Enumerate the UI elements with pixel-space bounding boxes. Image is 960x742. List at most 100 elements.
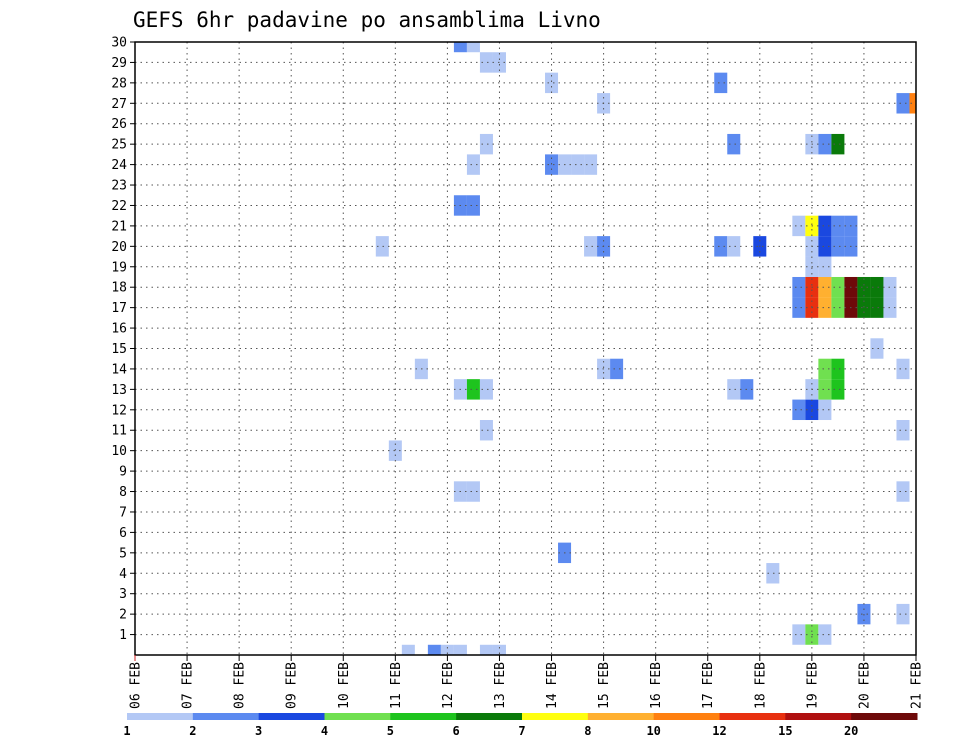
colorbar-segment <box>192 713 260 720</box>
y-tick-label: 26 <box>111 117 127 132</box>
precip-cell <box>479 379 493 400</box>
precip-cell <box>766 563 780 584</box>
precip-cell <box>831 379 845 400</box>
precip-cell <box>388 440 402 461</box>
precip-cell <box>818 297 832 318</box>
precip-cell <box>831 358 845 380</box>
precip-cell <box>792 215 806 237</box>
colorbar-label: 8 <box>584 724 591 738</box>
precip-cell <box>792 276 806 298</box>
colorbar: 1 2 3 4 5 6 7 8 10 12 15 20 <box>123 713 918 738</box>
colorbar-segment <box>785 713 852 720</box>
colorbar-segment <box>719 713 786 720</box>
y-tick-label: 22 <box>111 199 127 214</box>
precip-cell <box>479 420 493 441</box>
y-tick-label: 16 <box>111 322 127 337</box>
precip-cell <box>571 154 585 175</box>
x-tick-label: 06 FEB <box>129 662 144 709</box>
x-tick-label: 10 FEB <box>337 662 352 709</box>
y-tick-label: 10 <box>111 444 127 459</box>
precip-cell <box>427 644 441 655</box>
precip-cell <box>401 644 415 655</box>
x-tick-label: 14 FEB <box>545 662 560 709</box>
colorbar-label: 12 <box>712 724 726 738</box>
y-tick-label: 6 <box>119 526 127 541</box>
y-tick-label: 4 <box>119 567 127 582</box>
precip-cell <box>466 42 480 53</box>
chart-title: GEFS 6hr padavine po ansamblima Livno <box>133 8 601 32</box>
y-tick-label: 18 <box>111 281 127 296</box>
precip-cell <box>584 154 598 175</box>
precip-cell <box>727 379 741 400</box>
precip-cell <box>870 338 884 359</box>
x-tick-label: 16 FEB <box>649 662 664 709</box>
y-tick-label: 3 <box>119 587 127 602</box>
y-tick-label: 19 <box>111 260 127 275</box>
colorbar-label: 20 <box>844 724 858 738</box>
precip-cell <box>831 297 845 318</box>
precip-cell <box>818 379 832 400</box>
precip-cell <box>792 399 806 421</box>
precip-cell <box>440 644 454 655</box>
x-tick-label: 11 FEB <box>389 662 404 709</box>
x-tick-label: 08 FEB <box>233 662 248 709</box>
precip-cell <box>896 603 910 625</box>
y-tick-label: 25 <box>111 138 127 153</box>
colorbar-label: 4 <box>321 724 328 738</box>
colorbar-label: 5 <box>387 724 394 738</box>
precip-cell <box>870 276 884 298</box>
y-tick-label: 7 <box>119 505 127 520</box>
precip-cell <box>727 236 741 257</box>
colorbar-segment <box>390 713 457 720</box>
precip-cell <box>870 297 884 318</box>
x-tick-label: 12 FEB <box>441 662 456 709</box>
precip-cell <box>466 379 480 400</box>
x-tick-label: 21 FEB <box>910 662 925 709</box>
precip-cell <box>453 644 467 655</box>
colorbar-segment <box>258 713 325 720</box>
precip-cell <box>831 133 845 155</box>
colorbar-label: 1 <box>123 724 130 738</box>
colorbar-segment <box>587 713 655 720</box>
precip-cell <box>896 481 910 502</box>
x-tick-label: 17 FEB <box>701 662 716 709</box>
precip-cell <box>610 358 624 380</box>
colorbar-label: 2 <box>189 724 196 738</box>
precip-cell <box>479 52 493 73</box>
cells-layer <box>375 42 916 655</box>
precip-cell <box>466 154 480 175</box>
precip-cell <box>831 276 845 298</box>
y-tick-label: 2 <box>119 608 127 623</box>
y-tick-label: 20 <box>111 240 127 255</box>
y-tick-label: 14 <box>111 362 127 377</box>
y-tick-label: 8 <box>119 485 127 500</box>
y-tick-label: 15 <box>111 342 127 357</box>
precip-cell <box>896 420 910 441</box>
precip-cell <box>727 133 741 155</box>
colorbar-label: 3 <box>255 724 262 738</box>
precip-cell <box>831 236 845 257</box>
x-tick-label: 20 FEB <box>857 662 872 709</box>
precip-cell <box>818 399 832 421</box>
colorbar-segment <box>522 713 589 720</box>
x-tick-label: 07 FEB <box>181 662 196 709</box>
precip-cell <box>857 297 871 318</box>
y-tick-label: 28 <box>111 76 127 91</box>
colorbar-label: 7 <box>518 724 525 738</box>
y-tick-label: 23 <box>111 179 127 194</box>
y-tick-label: 17 <box>111 301 127 316</box>
x-tick-label: 19 FEB <box>805 662 820 709</box>
precip-cell <box>896 358 910 380</box>
x-axis: 06 FEB 07 FEB 08 FEB 09 FEB 10 FEB 11 FEB 12 F… <box>129 655 925 709</box>
colorbar-label: 10 <box>646 724 660 738</box>
precip-cell <box>896 93 910 114</box>
precip-cell <box>818 624 832 645</box>
x-tick-label: 15 FEB <box>597 662 612 709</box>
precip-cell <box>479 644 493 655</box>
colorbar-segment <box>456 713 523 720</box>
precip-cell <box>792 624 806 645</box>
precip-cell <box>818 358 832 380</box>
x-tick-label: 18 FEB <box>753 662 768 709</box>
precip-cell <box>909 93 916 114</box>
